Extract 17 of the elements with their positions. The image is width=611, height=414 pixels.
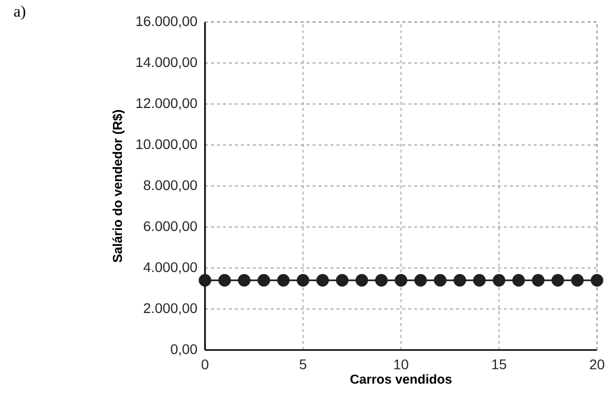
y-tick-label: 10.000,00 [136, 139, 197, 151]
x-tick-label: 5 [300, 360, 306, 370]
y-axis-title: Salário do vendedor (R$) [112, 110, 125, 262]
y-tick-label: 4.000,00 [144, 262, 197, 274]
x-tick-label: 10 [394, 360, 408, 370]
text: a) [14, 6, 26, 20]
x-tick-label: 0 [202, 360, 208, 370]
x-axis-title: Carros vendidos [350, 374, 452, 384]
x-tick-label: 20 [590, 360, 604, 370]
y-tick-label: 16.000,00 [136, 16, 197, 28]
x-tick-label: 15 [492, 360, 506, 370]
y-tick-label: 2.000,00 [144, 303, 197, 315]
y-tick-label: 6.000,00 [144, 221, 197, 233]
y-tick-label: 0,00 [170, 344, 197, 356]
y-tick-label: 8.000,00 [144, 180, 197, 192]
y-tick-label: 12.000,00 [136, 98, 197, 110]
y-tick-label: 14.000,00 [136, 57, 197, 69]
